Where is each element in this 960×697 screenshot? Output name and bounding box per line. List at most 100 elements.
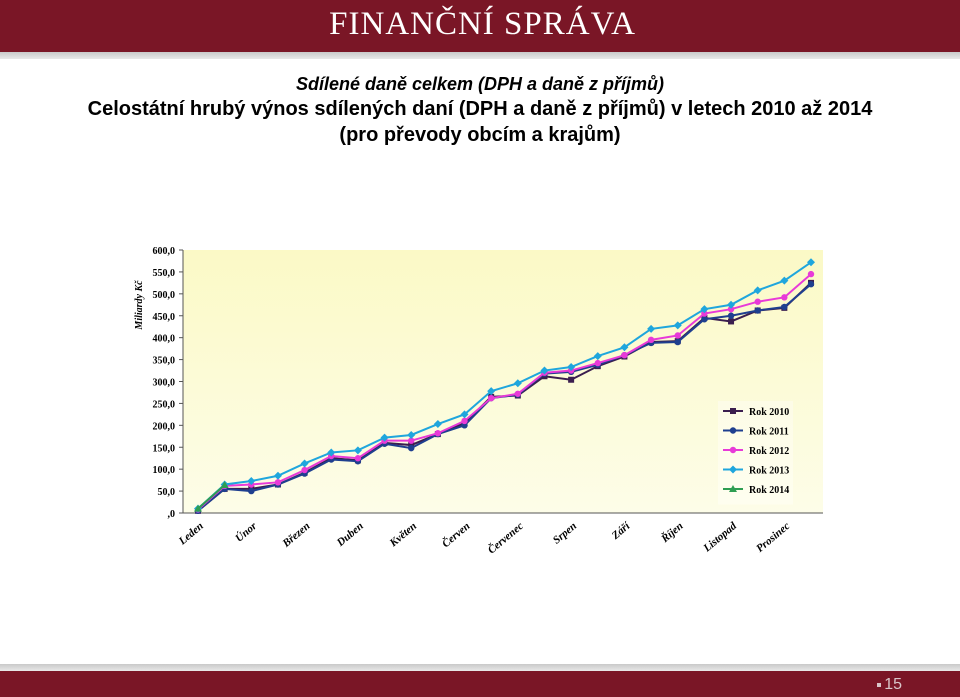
data-point	[674, 338, 681, 346]
data-point	[487, 387, 496, 396]
y-tick-label: 100,0	[153, 465, 176, 476]
y-tick-label: 450,0	[153, 312, 176, 323]
data-point	[408, 437, 415, 444]
data-point	[460, 410, 469, 419]
data-point	[753, 286, 762, 295]
y-tick-label: 550,0	[153, 268, 176, 279]
legend-marker	[729, 485, 737, 492]
data-point	[727, 312, 735, 319]
data-point	[407, 430, 416, 439]
data-point	[727, 305, 735, 313]
data-point	[593, 352, 602, 361]
legend-label: Rok 2012	[749, 446, 789, 457]
y-axis-title: Miliardy Kč	[134, 280, 145, 331]
data-point	[567, 363, 576, 372]
data-point	[540, 366, 549, 375]
plot-area	[183, 250, 823, 513]
data-point	[780, 276, 789, 285]
data-point	[807, 270, 815, 278]
y-tick-label: 200,0	[153, 421, 176, 432]
title-block: Sdílené daně celkem (DPH a daně z příjmů…	[0, 72, 960, 148]
data-point	[274, 479, 282, 486]
legend-marker	[730, 408, 736, 414]
data-point	[754, 298, 761, 305]
data-point	[807, 280, 815, 288]
legend-marker	[729, 427, 737, 434]
data-point	[513, 379, 522, 388]
data-point	[327, 448, 336, 457]
x-tick-label: Listopad	[701, 520, 740, 555]
data-point	[781, 303, 788, 311]
data-point	[301, 466, 308, 474]
y-tick-label: 400,0	[153, 334, 176, 345]
y-tick-label: 50,0	[158, 487, 176, 498]
title-line-3: (pro převody obcím a krajům)	[339, 124, 621, 146]
data-point	[461, 422, 468, 429]
y-tick-label: 300,0	[153, 378, 176, 389]
data-point	[727, 300, 736, 309]
y-tick-label: 250,0	[153, 399, 176, 410]
data-point	[273, 471, 282, 480]
data-point	[754, 307, 761, 314]
footer-bar	[0, 671, 960, 697]
header-bar	[0, 0, 960, 52]
series-rok-2014	[194, 480, 229, 512]
series-line	[197, 484, 226, 510]
x-tick-label: Říjen	[658, 520, 685, 546]
series-line	[197, 261, 812, 510]
data-point	[700, 305, 709, 314]
data-point	[433, 420, 442, 429]
header-divider	[0, 52, 960, 59]
x-tick-label: Duben	[334, 520, 366, 549]
legend-label: Rok 2010	[749, 407, 789, 418]
data-point	[461, 417, 468, 425]
data-point	[248, 487, 255, 495]
data-point	[380, 433, 389, 442]
x-tick-label: Září	[609, 520, 633, 543]
data-point	[194, 504, 202, 512]
brand-logo-text: FINANČNÍ SPRÁVA	[329, 6, 636, 42]
data-point	[220, 480, 229, 488]
data-point	[701, 310, 708, 317]
line-chart: Rok 2010 Rok 2011 Rok 2012 Rok 2013 Rok 2014…	[134, 246, 823, 556]
data-point	[247, 477, 256, 486]
data-point	[807, 258, 815, 267]
x-tick-label: Prosinec	[754, 520, 792, 555]
bullet-icon	[877, 682, 882, 687]
data-point	[674, 332, 681, 339]
x-tick-label: Únor	[233, 520, 260, 545]
data-point	[781, 294, 788, 301]
data-point	[647, 324, 656, 333]
x-tick-label: Červen	[439, 519, 472, 550]
data-point	[408, 444, 415, 452]
legend-label: Rok 2014	[749, 485, 789, 496]
y-tick-label: 500,0	[153, 290, 176, 301]
data-point	[434, 430, 442, 437]
legend-marker	[729, 465, 737, 474]
footer-divider	[0, 664, 960, 671]
legend-label: Rok 2013	[749, 466, 789, 477]
data-point	[300, 459, 309, 468]
x-tick-label: Březen	[280, 520, 313, 550]
legend-marker	[729, 446, 737, 454]
title-line-1: Sdílené daně celkem (DPH a daně z příjmů…	[295, 74, 665, 94]
y-tick-label: 150,0	[153, 443, 176, 454]
data-point	[728, 318, 735, 325]
data-point	[568, 376, 575, 383]
legend-box	[718, 401, 793, 505]
y-tick-label: 600,0	[153, 246, 176, 257]
series-line	[197, 273, 812, 511]
y-tick-label: ,0	[168, 509, 176, 520]
legend-label: Rok 2011	[749, 427, 789, 438]
data-point	[514, 390, 522, 397]
x-tick-label: Červenec	[485, 519, 526, 556]
data-point	[594, 359, 601, 367]
page-number-text: 15	[884, 676, 902, 693]
x-tick-label: Srpen	[551, 520, 579, 546]
y-tick-label: 350,0	[153, 356, 176, 367]
data-point	[487, 394, 495, 402]
data-point	[647, 336, 655, 344]
data-point	[673, 321, 682, 330]
data-point	[354, 455, 362, 462]
title-line-2: Celostátní hrubý výnos sdílených daní (D…	[87, 98, 873, 120]
